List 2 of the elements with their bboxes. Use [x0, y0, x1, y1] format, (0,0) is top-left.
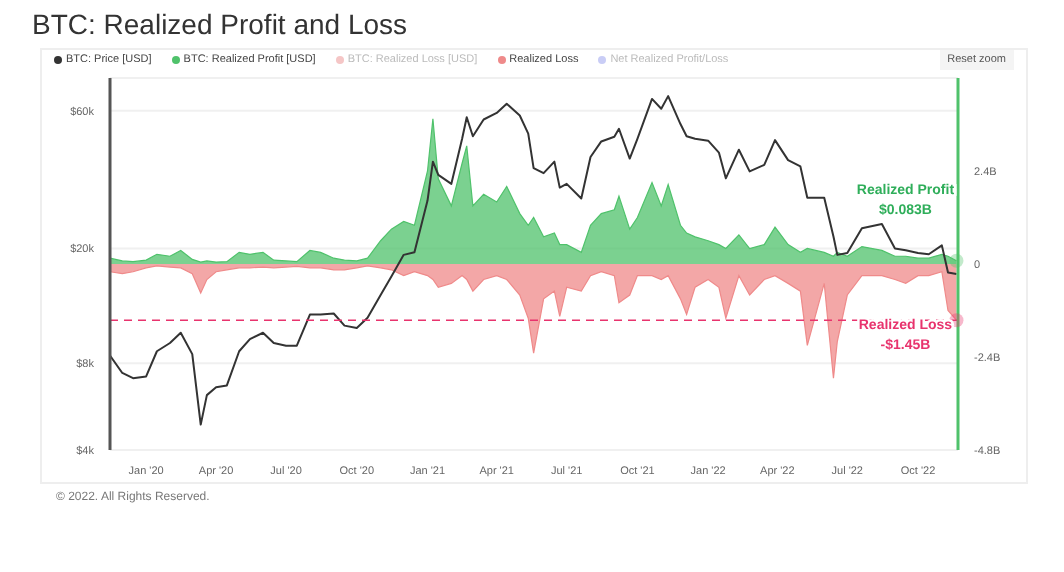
line-series — [110, 95, 958, 426]
chart-title: BTC: Realized Profit and Loss — [32, 8, 410, 40]
